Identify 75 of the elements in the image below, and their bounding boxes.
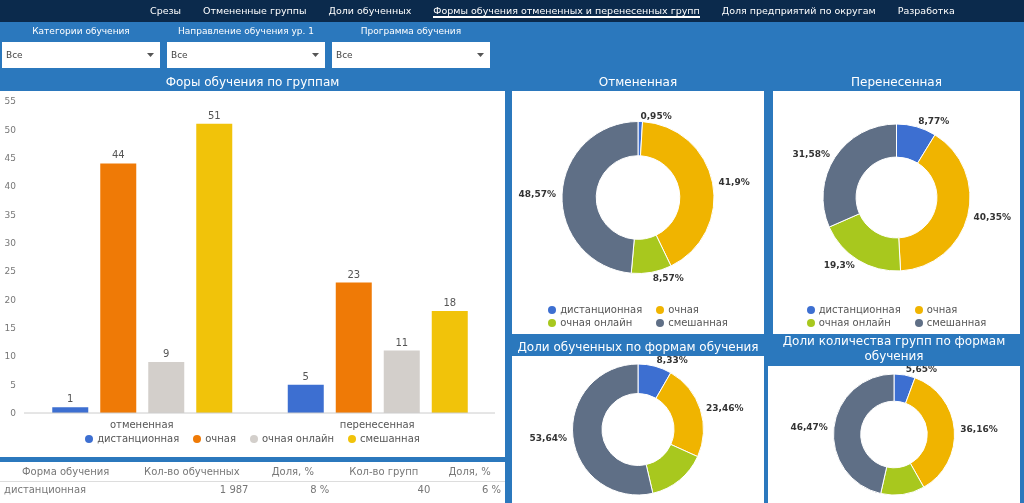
text: 1 987 <box>218 483 250 497</box>
text: Доля, % <box>252 462 334 482</box>
legend-label: очная онлайн <box>261 433 335 444</box>
text: Срезы <box>150 5 182 18</box>
legend-label: очная <box>668 304 699 315</box>
text: 40 <box>416 483 432 497</box>
text: 6 % <box>480 483 502 497</box>
legend-label: дистанционная <box>818 304 901 315</box>
text: Кол-во групп <box>333 462 435 482</box>
data-label: 23,46% <box>706 402 744 413</box>
data-label: 5,65% <box>905 364 937 375</box>
y-tick-label: 55 <box>4 96 16 107</box>
y-tick-label: 15 <box>4 323 16 334</box>
text: Форма обучения <box>0 462 132 482</box>
text: Программа обучения <box>359 26 463 36</box>
legend-label: смешанная <box>668 317 728 328</box>
text: Доли обученных <box>328 5 412 18</box>
x-tick-label: перенесенная <box>339 419 415 431</box>
y-tick-label: 50 <box>4 124 17 135</box>
data-label: 46,47% <box>790 422 828 433</box>
text: 8 % <box>309 483 331 497</box>
data-label: 40,35% <box>973 212 1012 222</box>
legend-label: очная <box>205 433 236 444</box>
data-label: 8,57% <box>652 273 684 284</box>
y-tick-label: 45 <box>4 152 16 163</box>
y-tick-label: 0 <box>10 408 17 419</box>
y-tick-label: 25 <box>4 266 16 277</box>
y-tick-label: 5 <box>10 379 16 390</box>
text: Разработка <box>897 5 955 18</box>
x-tick-label: отмененная <box>109 419 174 431</box>
data-label: 1 <box>67 393 74 405</box>
chart-title: Перенесенная <box>850 75 943 91</box>
text: Направление обучения ур. 1 <box>177 26 315 36</box>
data-label: 11 <box>395 336 409 348</box>
data-label: 5 <box>302 370 309 382</box>
data-label: 8,33% <box>656 355 688 366</box>
text: Все <box>2 42 160 68</box>
data-label: 19,3% <box>823 260 855 271</box>
data-label: 44 <box>111 149 125 161</box>
text: Кол-во обученных <box>131 462 253 482</box>
legend-label: смешанная <box>360 433 420 444</box>
y-tick-label: 35 <box>4 209 16 220</box>
chart-title: Форы обучения по группам <box>164 75 341 91</box>
text: Все <box>167 42 325 68</box>
data-label: 36,16% <box>960 424 998 435</box>
data-label: 53,64% <box>529 432 567 443</box>
data-label: 18 <box>443 296 457 308</box>
legend-label: очная онлайн <box>560 317 633 328</box>
data-label: 31,58% <box>792 149 830 160</box>
legend-label: смешанная <box>926 317 987 328</box>
legend-label: очная онлайн <box>818 317 891 328</box>
text: Категории обучения <box>31 26 131 36</box>
y-tick-label: 30 <box>4 238 17 249</box>
data-label: 51 <box>207 109 221 121</box>
text: Отмененные группы <box>203 5 307 18</box>
y-tick-label: 40 <box>4 181 17 192</box>
text: Формы обучения отмененных и перенесенных групп <box>433 5 700 18</box>
text: Доля предприятий по округам <box>721 5 876 18</box>
y-tick-label: 10 <box>4 351 17 362</box>
chart-title: Доли количества групп по формам обучения <box>781 334 1007 365</box>
legend-label: очная <box>926 304 958 315</box>
y-tick-label: 20 <box>4 294 17 305</box>
data-label: 48,57% <box>518 188 557 199</box>
data-label: 8,77% <box>918 116 950 126</box>
chart-title: Доли обученных по формам обучения <box>516 340 760 356</box>
text: Все <box>332 42 490 68</box>
data-label: 0,95% <box>640 110 672 121</box>
data-label: 23 <box>347 268 361 280</box>
legend-label: дистанционная <box>560 304 643 315</box>
data-label: 9 <box>163 347 170 359</box>
text: дистанционная <box>3 483 88 497</box>
data-label: 41,9% <box>718 176 750 187</box>
legend-label: дистанционная <box>97 433 180 444</box>
text: Доля, % <box>434 462 505 482</box>
chart-title: Отмененная <box>597 75 679 91</box>
